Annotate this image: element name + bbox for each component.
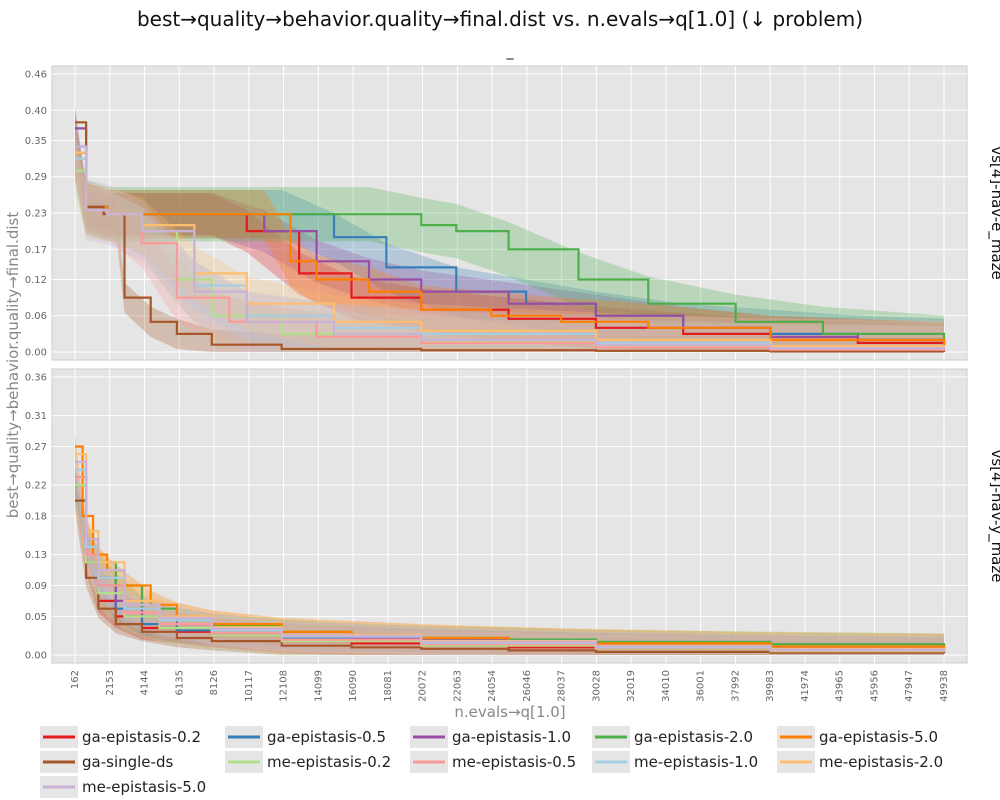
- x-tick-label: 22063: [452, 670, 463, 702]
- panel-e-maze: 0.46 0.40 0.35 0.29 0.23 0.17 0.12 0.06 0.00 vs[4…: [25, 65, 1000, 361]
- x-tick-label: 18081: [383, 670, 394, 702]
- y-tick-label: 0.17: [25, 245, 47, 256]
- band-me-epistasis-2.0: [75, 437, 944, 655]
- x-tick-label: 34010: [661, 670, 672, 702]
- band-ga-epistasis-0.2: [75, 131, 944, 352]
- y-tick-label: 0.22: [25, 481, 47, 492]
- x-tick-label: 26046: [522, 670, 533, 702]
- y-tick-label: 0.29: [25, 172, 47, 183]
- x-tick-label: 28037: [557, 670, 568, 702]
- x-tick-label: 20072: [418, 670, 429, 702]
- x-tick-label: 41974: [800, 670, 811, 702]
- x-tick-label: 14099: [313, 670, 324, 702]
- y-tick-label: 0.40: [25, 106, 47, 117]
- x-tick-label: 30028: [591, 670, 602, 702]
- y-tick-label: 0.18: [25, 512, 47, 523]
- band-ga-epistasis-5.0: [75, 128, 944, 352]
- y-tick-label: 0.05: [25, 612, 47, 623]
- x-tick-label: 16090: [348, 670, 359, 702]
- legend-item[interactable]: ga-single-ds: [40, 751, 173, 773]
- legend-item[interactable]: ga-epistasis-1.0: [410, 726, 571, 748]
- y-tick-label: 0.23: [25, 209, 47, 220]
- legend-label: me-epistasis-2.0: [819, 753, 943, 771]
- band-me-epistasis-5.0: [75, 116, 944, 352]
- x-tick-label: 37992: [730, 670, 741, 702]
- legend-label: me-epistasis-1.0: [634, 753, 758, 771]
- band-ga-epistasis-0.5: [75, 465, 944, 655]
- legend-label: ga-epistasis-1.0: [452, 728, 571, 746]
- y-tick-label: 0.31: [25, 411, 47, 422]
- x-tick-label: 8126: [209, 670, 220, 695]
- band-me-epistasis-0.2: [75, 146, 944, 352]
- band-ga-epistasis-0.2: [75, 473, 944, 655]
- x-tick-label: 32019: [626, 670, 637, 702]
- legend-label: me-epistasis-0.2: [267, 753, 391, 771]
- legend-label: ga-epistasis-5.0: [819, 728, 938, 746]
- x-tick-label: 45956: [869, 670, 880, 702]
- x-tick-label: 12108: [279, 670, 290, 702]
- band-me-epistasis-1.0: [75, 454, 944, 655]
- x-tick-label: 2153: [105, 670, 116, 695]
- x-tick-label: 43965: [835, 670, 846, 702]
- band-me-epistasis-2.0: [75, 125, 944, 353]
- x-tick-label: 24054: [487, 670, 498, 702]
- band-ga-single-ds: [75, 491, 944, 655]
- legend-item[interactable]: ga-epistasis-2.0: [592, 726, 753, 748]
- legend-label: me-epistasis-0.5: [452, 753, 576, 771]
- legend-item[interactable]: me-epistasis-0.5: [410, 751, 576, 773]
- y-tick-label: 0.36: [25, 373, 47, 384]
- y-tick-label: 0.46: [25, 70, 47, 81]
- band-me-epistasis-0.5: [75, 463, 944, 655]
- band-me-epistasis-1.0: [75, 134, 944, 352]
- line-me-epistasis-5.0: [75, 460, 946, 652]
- legend-item[interactable]: ga-epistasis-0.2: [40, 726, 201, 748]
- band-me-epistasis-0.5: [75, 134, 944, 352]
- band-ga-epistasis-0.5: [75, 122, 944, 352]
- line-me-epistasis-5.0: [75, 145, 946, 351]
- legend-item[interactable]: ga-epistasis-5.0: [777, 726, 938, 748]
- legend-label: me-epistasis-5.0: [82, 778, 206, 796]
- legend-label: ga-epistasis-2.0: [634, 728, 753, 746]
- legend-item[interactable]: me-epistasis-5.0: [40, 776, 206, 798]
- legend-label: ga-single-ds: [82, 753, 173, 771]
- x-axis-title: n.evals→q[1.0]: [454, 703, 565, 721]
- legend-item[interactable]: me-epistasis-2.0: [777, 751, 943, 773]
- y-tick-label: 0.35: [25, 136, 47, 147]
- x-tick-label: 39983: [765, 670, 776, 702]
- y-tick-label: 0.13: [25, 550, 47, 561]
- legend-label: ga-epistasis-0.2: [82, 728, 201, 746]
- x-tick-label: 49938: [939, 670, 950, 702]
- y-tick-label: 0.00: [25, 348, 47, 359]
- y-tick-label: 0.12: [25, 275, 47, 286]
- panel-label: vs[4]-nav-e_maze: [987, 146, 1000, 280]
- x-tick-label: 10117: [244, 670, 255, 702]
- y-tick-label: 0.09: [25, 581, 47, 592]
- band-ga-epistasis-2.0: [75, 472, 944, 655]
- chart-subtitle: _: [506, 44, 515, 60]
- y-tick-label: 0.27: [25, 442, 47, 453]
- y-tick-label: 0.06: [25, 311, 47, 322]
- x-tick-label: 36001: [696, 670, 707, 702]
- x-tick-label: 47947: [904, 670, 915, 702]
- x-tick-label: 162: [70, 670, 81, 689]
- panel-label: vs[4]-nav-y_maze: [987, 450, 1000, 583]
- legend-item[interactable]: me-epistasis-0.2: [225, 751, 391, 773]
- legend-item[interactable]: me-epistasis-1.0: [592, 751, 758, 773]
- y-axis-title: best→quality→behavior.quality→final.dist: [4, 212, 22, 519]
- x-tick-label: 4144: [140, 670, 151, 695]
- legend: ga-epistasis-0.2 ga-epistasis-0.5 ga-epist…: [40, 726, 943, 798]
- legend-label: ga-epistasis-0.5: [267, 728, 386, 746]
- legend-item[interactable]: ga-epistasis-0.5: [225, 726, 386, 748]
- y-tick-label: 0.00: [25, 651, 47, 662]
- x-tick-label: 6135: [174, 670, 185, 695]
- line-ga-single-ds: [75, 121, 946, 353]
- panel-y-maze: 0.36 0.31 0.27 0.22 0.18 0.13 0.09 0.05 0.00 vs[4…: [25, 368, 1000, 702]
- band-me-epistasis-0.2: [75, 471, 944, 655]
- band-ga-single-ds: [75, 107, 944, 352]
- chart-title: best→quality→behavior.quality→final.dist…: [137, 7, 863, 31]
